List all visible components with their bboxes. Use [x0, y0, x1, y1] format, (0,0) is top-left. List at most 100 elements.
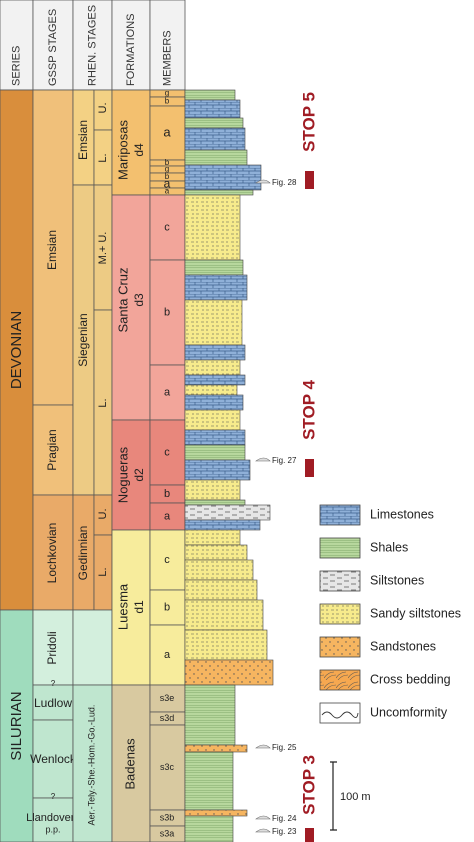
bed — [184, 659, 274, 686]
label: s3c — [160, 762, 175, 772]
label: Badenas — [122, 738, 137, 790]
figure-ref: Fig. 23 — [272, 827, 297, 836]
bed — [184, 544, 248, 561]
stop-bar — [305, 828, 314, 842]
bed — [184, 809, 248, 817]
bed — [184, 579, 258, 601]
label: Santa Cruz — [115, 267, 130, 332]
cell — [149, 624, 186, 686]
scale-bar — [330, 761, 337, 831]
header-label: MEMBERS — [161, 30, 173, 86]
cell — [149, 502, 186, 531]
fossil-icon — [255, 828, 271, 833]
bed — [184, 274, 248, 301]
label: b — [164, 306, 170, 318]
label: s3d — [160, 713, 175, 723]
bed — [184, 751, 234, 811]
cell — [72, 609, 113, 686]
bed — [184, 149, 248, 166]
cell — [32, 684, 74, 721]
bed — [184, 459, 251, 481]
cell — [32, 719, 74, 799]
stop-label: STOP 4 — [299, 380, 318, 440]
label: Luesma — [115, 583, 130, 630]
bed — [184, 359, 241, 376]
label: ? — [51, 792, 56, 801]
legend-label: Sandy siltstones — [370, 606, 461, 620]
label: g — [165, 165, 169, 174]
label: Llandovery — [26, 812, 80, 824]
label: Gedinnian — [76, 526, 90, 581]
bed — [184, 529, 241, 546]
label: c — [164, 554, 170, 566]
label: b — [165, 158, 170, 167]
label: SILURIAN — [8, 691, 25, 760]
legend-label: Sandstones — [370, 639, 436, 653]
bed — [184, 815, 234, 842]
cell — [149, 529, 186, 591]
label: Pridoli — [45, 631, 59, 664]
figure-ref: Fig. 25 — [272, 743, 297, 752]
label: L. — [97, 398, 109, 407]
label: M.+ U. — [97, 232, 109, 265]
bed — [184, 194, 241, 261]
label: a — [164, 649, 171, 661]
label: b — [165, 97, 170, 106]
bed — [184, 117, 244, 129]
label: b — [164, 601, 170, 613]
legend-swatch — [319, 636, 361, 658]
label: c — [164, 446, 170, 458]
bed — [184, 259, 244, 276]
legend-swatch — [319, 603, 361, 625]
figure-ref: Fig. 27 — [272, 456, 297, 465]
cell — [32, 0, 74, 91]
legend-label: Siltstones — [370, 573, 424, 587]
legend-swatch — [319, 702, 361, 724]
stop-bar — [305, 171, 314, 189]
bed — [184, 374, 246, 386]
stop-label: STOP 5 — [299, 92, 318, 152]
label: ? — [51, 679, 56, 688]
label: Wenlock — [30, 752, 77, 766]
cell — [32, 797, 74, 842]
label: d4 — [132, 143, 146, 157]
unconformity-line — [321, 711, 359, 719]
bed — [184, 409, 241, 431]
bed — [184, 504, 271, 521]
bed — [184, 99, 241, 119]
label: d1 — [132, 600, 146, 614]
header-label: SERIES — [10, 46, 22, 86]
label: a — [164, 386, 171, 398]
bed — [184, 394, 244, 411]
bed — [184, 499, 246, 506]
scale-label: 100 m — [340, 791, 371, 803]
bed — [184, 429, 246, 446]
bed — [184, 344, 246, 361]
cell — [111, 0, 151, 91]
label: s3e — [160, 693, 175, 703]
fossil-icon — [255, 179, 271, 184]
label: L. — [97, 153, 109, 162]
label: g — [165, 89, 169, 98]
cell — [32, 404, 74, 496]
label: d2 — [132, 468, 146, 482]
label: L. — [97, 567, 109, 576]
bed — [184, 684, 236, 746]
label: b — [165, 172, 170, 181]
cell — [149, 0, 186, 91]
bed — [184, 599, 264, 631]
legend-label: Uncomformity — [370, 705, 448, 719]
label: s3a — [160, 828, 175, 838]
stop-bar — [305, 459, 314, 477]
label: a — [163, 124, 171, 139]
header-label: GSSP STAGES — [47, 9, 59, 86]
figure-ref: Fig. 24 — [272, 814, 297, 823]
stop-label: STOP 3 — [299, 755, 318, 815]
bed — [184, 89, 236, 101]
label: Emsian — [76, 120, 90, 160]
bed — [184, 299, 243, 346]
bed — [184, 444, 246, 461]
cell — [111, 529, 151, 686]
label: d3 — [132, 293, 146, 307]
bed — [184, 744, 248, 753]
